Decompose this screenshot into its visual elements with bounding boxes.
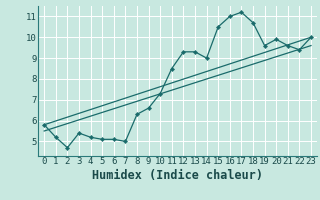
X-axis label: Humidex (Indice chaleur): Humidex (Indice chaleur) [92,169,263,182]
